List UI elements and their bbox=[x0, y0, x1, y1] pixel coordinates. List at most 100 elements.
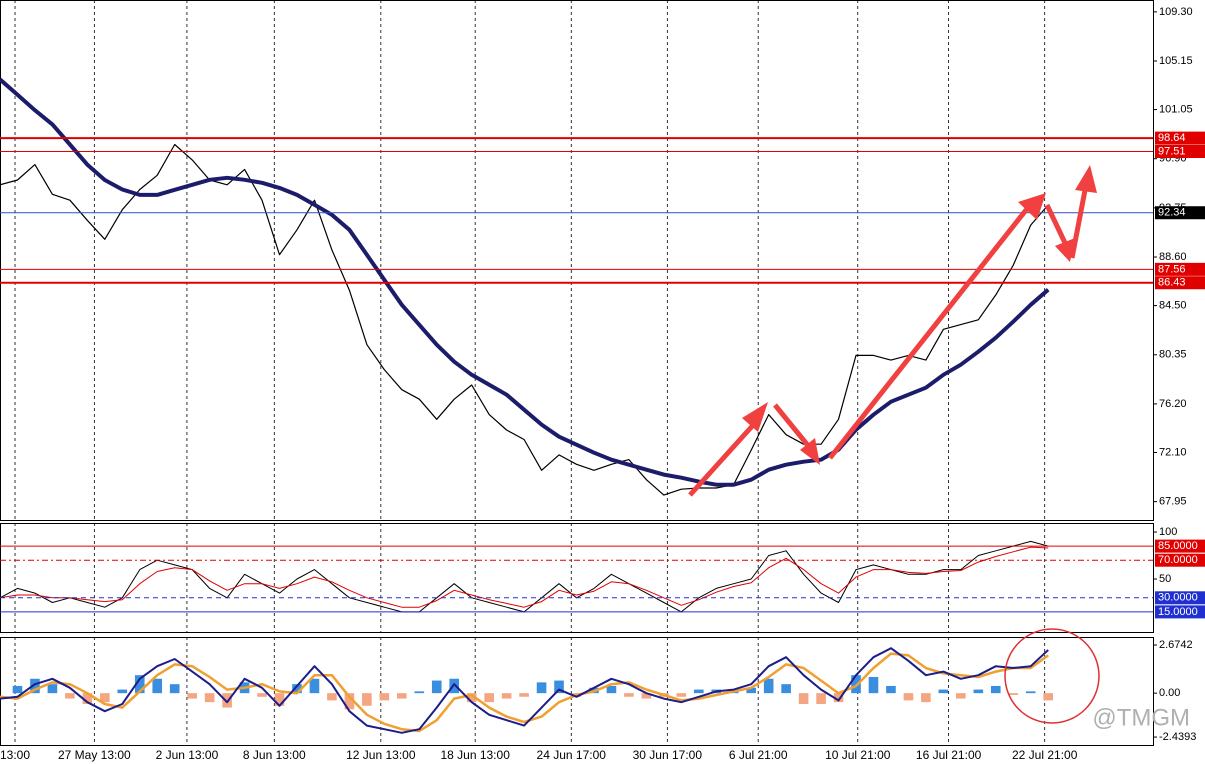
histogram-bar bbox=[379, 693, 390, 701]
series-line bbox=[0, 546, 1049, 608]
y-tick-label: 72.10 bbox=[1159, 446, 1187, 458]
histogram-bar bbox=[1043, 693, 1053, 701]
panel-frame bbox=[0, 637, 1154, 746]
histogram-bar bbox=[746, 687, 757, 694]
histogram-bar bbox=[30, 678, 40, 694]
histogram-bar bbox=[169, 684, 180, 694]
level-label: 30.0000 bbox=[1158, 592, 1198, 604]
histogram-bar bbox=[222, 693, 232, 708]
arrow-head bbox=[742, 402, 768, 432]
level-label-box bbox=[1155, 591, 1205, 605]
series-line bbox=[0, 77, 1050, 487]
x-tick-label: 24 Jun 17:00 bbox=[537, 748, 607, 762]
histogram-bar bbox=[484, 693, 494, 703]
y-tick-label: 84.50 bbox=[1159, 300, 1187, 312]
histogram-bar bbox=[396, 693, 407, 699]
histogram-bar bbox=[624, 693, 634, 697]
histogram-bar bbox=[47, 684, 58, 694]
level-label-box bbox=[1155, 276, 1205, 290]
arrow-head bbox=[800, 438, 820, 465]
y-tick-label: 105.15 bbox=[1159, 55, 1193, 67]
histogram-bar bbox=[414, 691, 425, 694]
level-label: 98.64 bbox=[1158, 132, 1186, 144]
histogram-bar bbox=[309, 678, 320, 694]
y-tick-label: 88.60 bbox=[1159, 251, 1187, 263]
histogram-bar bbox=[1008, 693, 1019, 695]
level-label: 87.56 bbox=[1158, 263, 1186, 275]
histogram-bar bbox=[641, 693, 652, 699]
histogram-bar bbox=[798, 693, 809, 704]
histogram-bar bbox=[344, 693, 355, 710]
y-tick-label: 50 bbox=[1159, 573, 1171, 585]
histogram-bar bbox=[851, 675, 861, 694]
histogram-bar bbox=[117, 689, 128, 694]
y-tick-label: 80.35 bbox=[1159, 349, 1187, 361]
level-label: 70.0000 bbox=[1158, 554, 1198, 566]
histogram-bar bbox=[187, 693, 197, 699]
annotations bbox=[688, 165, 1100, 724]
y-tick-label: 67.95 bbox=[1159, 496, 1187, 508]
histogram-bar bbox=[362, 693, 372, 706]
x-tick-label: 8 Jun 13:00 bbox=[243, 748, 306, 762]
level-label: 85.0000 bbox=[1158, 540, 1198, 552]
watermark: @TMGM bbox=[1092, 704, 1190, 731]
histogram-bar bbox=[956, 693, 966, 699]
highlight-circle bbox=[1004, 628, 1100, 724]
histogram-bar bbox=[449, 678, 460, 694]
histogram-bar bbox=[781, 684, 791, 694]
histogram-bar bbox=[466, 693, 477, 703]
histogram-bar bbox=[921, 693, 931, 703]
histogram-bar bbox=[327, 693, 337, 701]
histogram-bar bbox=[12, 685, 23, 694]
arrow-head bbox=[1075, 165, 1097, 193]
x-tick-label: 16 Jul 21:00 bbox=[916, 748, 982, 762]
histogram-bar bbox=[868, 676, 879, 694]
histogram-bar bbox=[973, 689, 984, 694]
histogram-bar bbox=[763, 678, 774, 694]
histogram-bar bbox=[886, 685, 896, 694]
series-line bbox=[0, 143, 1049, 496]
histogram-bar bbox=[554, 680, 564, 694]
y-tick-label: 76.20 bbox=[1159, 398, 1187, 410]
histogram-bar bbox=[152, 678, 163, 694]
level-label-box bbox=[1155, 131, 1205, 145]
histogram-bar bbox=[519, 693, 529, 697]
y-tick-label: 2.6742 bbox=[1159, 639, 1193, 651]
y-tick-label: 100 bbox=[1159, 526, 1177, 538]
level-label-box bbox=[1155, 553, 1205, 567]
histogram-bar bbox=[990, 685, 1001, 694]
level-label-box bbox=[1155, 206, 1205, 220]
level-label: 86.43 bbox=[1158, 277, 1186, 289]
level-label-box bbox=[1155, 144, 1205, 158]
arrow bbox=[688, 421, 757, 497]
histogram-bar bbox=[903, 693, 914, 701]
histogram-bar bbox=[292, 684, 302, 694]
histogram-bar bbox=[204, 693, 215, 703]
histogram-bar bbox=[536, 682, 547, 694]
level-label: 15.0000 bbox=[1158, 606, 1198, 618]
arrow bbox=[773, 403, 812, 450]
x-tick-label: 6 Jul 21:00 bbox=[729, 748, 788, 762]
histogram-bar bbox=[100, 693, 110, 703]
histogram-bar bbox=[816, 693, 826, 704]
arrow bbox=[828, 203, 1032, 460]
level-label-box bbox=[1155, 262, 1205, 276]
histogram-bar bbox=[257, 693, 267, 697]
series-line bbox=[0, 647, 1049, 734]
histogram-bar bbox=[134, 675, 145, 694]
arrow-head bbox=[1018, 193, 1046, 220]
histogram-bar bbox=[431, 680, 442, 694]
x-tick-label: 18 Jun 13:00 bbox=[440, 748, 510, 762]
histogram-bar bbox=[938, 689, 949, 694]
y-tick-label: 0.00 bbox=[1159, 687, 1180, 699]
x-tick-label: 2 Jun 13:00 bbox=[156, 748, 219, 762]
histogram-bar bbox=[501, 693, 512, 699]
level-label-box bbox=[1155, 605, 1205, 619]
panel-frame bbox=[0, 0, 1154, 521]
x-tick-label: 10 Jul 21:00 bbox=[825, 748, 891, 762]
y-tick-label: 101.05 bbox=[1159, 103, 1193, 115]
x-tick-label: 30 Jun 17:00 bbox=[633, 748, 703, 762]
histogram-bar bbox=[82, 693, 93, 704]
